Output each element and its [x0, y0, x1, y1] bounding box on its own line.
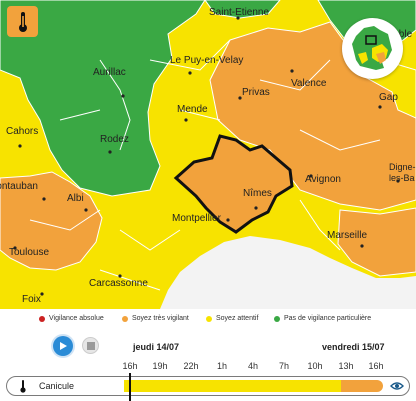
red-dot-icon: [39, 315, 45, 322]
city-label-toulouse: Toulouse: [9, 247, 50, 258]
yellow-dot-icon: [206, 315, 212, 322]
legend-item-orange: Soyez très vigilant: [122, 315, 189, 322]
legend-item-green: Pas de vigilance particulière: [274, 315, 371, 322]
vigilance-bar-orange: [341, 380, 383, 392]
vigilance-legend: Vigilance absolue Soyez très vigilant So…: [0, 311, 416, 325]
city-label-montauban: Montauban: [0, 181, 38, 192]
legend-label: Soyez très vigilant: [132, 315, 189, 322]
canicule-track[interactable]: Canicule: [6, 376, 410, 396]
city-label-le-puy-en-velay: Le Puy-en-Velay: [170, 55, 244, 66]
city-label-gap: Gap: [379, 92, 398, 103]
stop-button[interactable]: [82, 337, 99, 354]
timeline-controls: jeudi 14/07 vendredi 15/07: [0, 330, 416, 360]
legend-label: Soyez attentif: [216, 315, 259, 322]
city-label-montpellier: Montpellier: [172, 213, 221, 224]
time-cursor[interactable]: [129, 373, 131, 401]
city-label-nimes: Nîmes: [243, 188, 272, 199]
hour-label[interactable]: 1h: [216, 361, 227, 371]
hour-label[interactable]: 10h: [307, 361, 323, 371]
eye-icon[interactable]: [390, 381, 404, 391]
city-label-albi: Albi: [67, 193, 84, 204]
hour-label[interactable]: 13h: [338, 361, 354, 371]
thermometer-icon: [18, 11, 27, 32]
city-label-aurillac: Aurillac: [93, 67, 126, 78]
play-icon: [60, 342, 67, 350]
legend-item-red: Vigilance absolue: [39, 315, 104, 322]
timeline-hours: 16h 19h 22h 1h 4h 7h 10h 13h 16h: [0, 361, 416, 373]
city-label-saint-etienne: Saint-Etienne: [209, 7, 270, 18]
france-minimap-button[interactable]: [342, 18, 403, 79]
green-dot-icon: [274, 315, 280, 322]
city-label-marseille: Marseille: [327, 230, 368, 241]
day-label-current: jeudi 14/07: [133, 342, 180, 352]
city-label-privas: Privas: [242, 87, 270, 98]
heatwave-layer-button[interactable]: [7, 6, 38, 37]
orange-dot-icon: [122, 315, 128, 322]
legend-label: Pas de vigilance particulière: [284, 315, 372, 322]
gard-department: [173, 134, 294, 234]
track-label: Canicule: [39, 381, 75, 391]
city-label-cahors: Cahors: [6, 126, 39, 137]
stop-icon: [86, 341, 95, 350]
hour-label[interactable]: 19h: [152, 361, 168, 371]
vigilance-map[interactable]: Saint-Etienne Aurillac Le Puy-en-Velay V…: [0, 0, 416, 309]
city-label-mende: Mende: [177, 104, 208, 115]
hour-label[interactable]: 16h: [368, 361, 384, 371]
city-label-avignon: Avignon: [305, 174, 341, 185]
city-label-rodez: Rodez: [100, 134, 129, 145]
city-label-valence: Valence: [291, 78, 327, 89]
city-label-foix: Foix: [22, 294, 41, 305]
day-label-next: vendredi 15/07: [322, 342, 385, 352]
hour-label[interactable]: 4h: [247, 361, 258, 371]
play-button[interactable]: [53, 336, 73, 356]
city-label-digne-les-bains: Digne-les-Bains: [389, 162, 416, 183]
vigilance-bar-yellow: [124, 380, 341, 392]
hour-label[interactable]: 7h: [278, 361, 289, 371]
hour-label[interactable]: 16h: [122, 361, 138, 371]
city-label-carcassonne: Carcassonne: [89, 278, 148, 289]
legend-item-yellow: Soyez attentif: [206, 315, 258, 322]
hour-label[interactable]: 22h: [183, 361, 199, 371]
france-map-icon: [352, 26, 392, 70]
legend-label: Vigilance absolue: [49, 315, 104, 322]
thermometer-icon: [20, 380, 26, 393]
